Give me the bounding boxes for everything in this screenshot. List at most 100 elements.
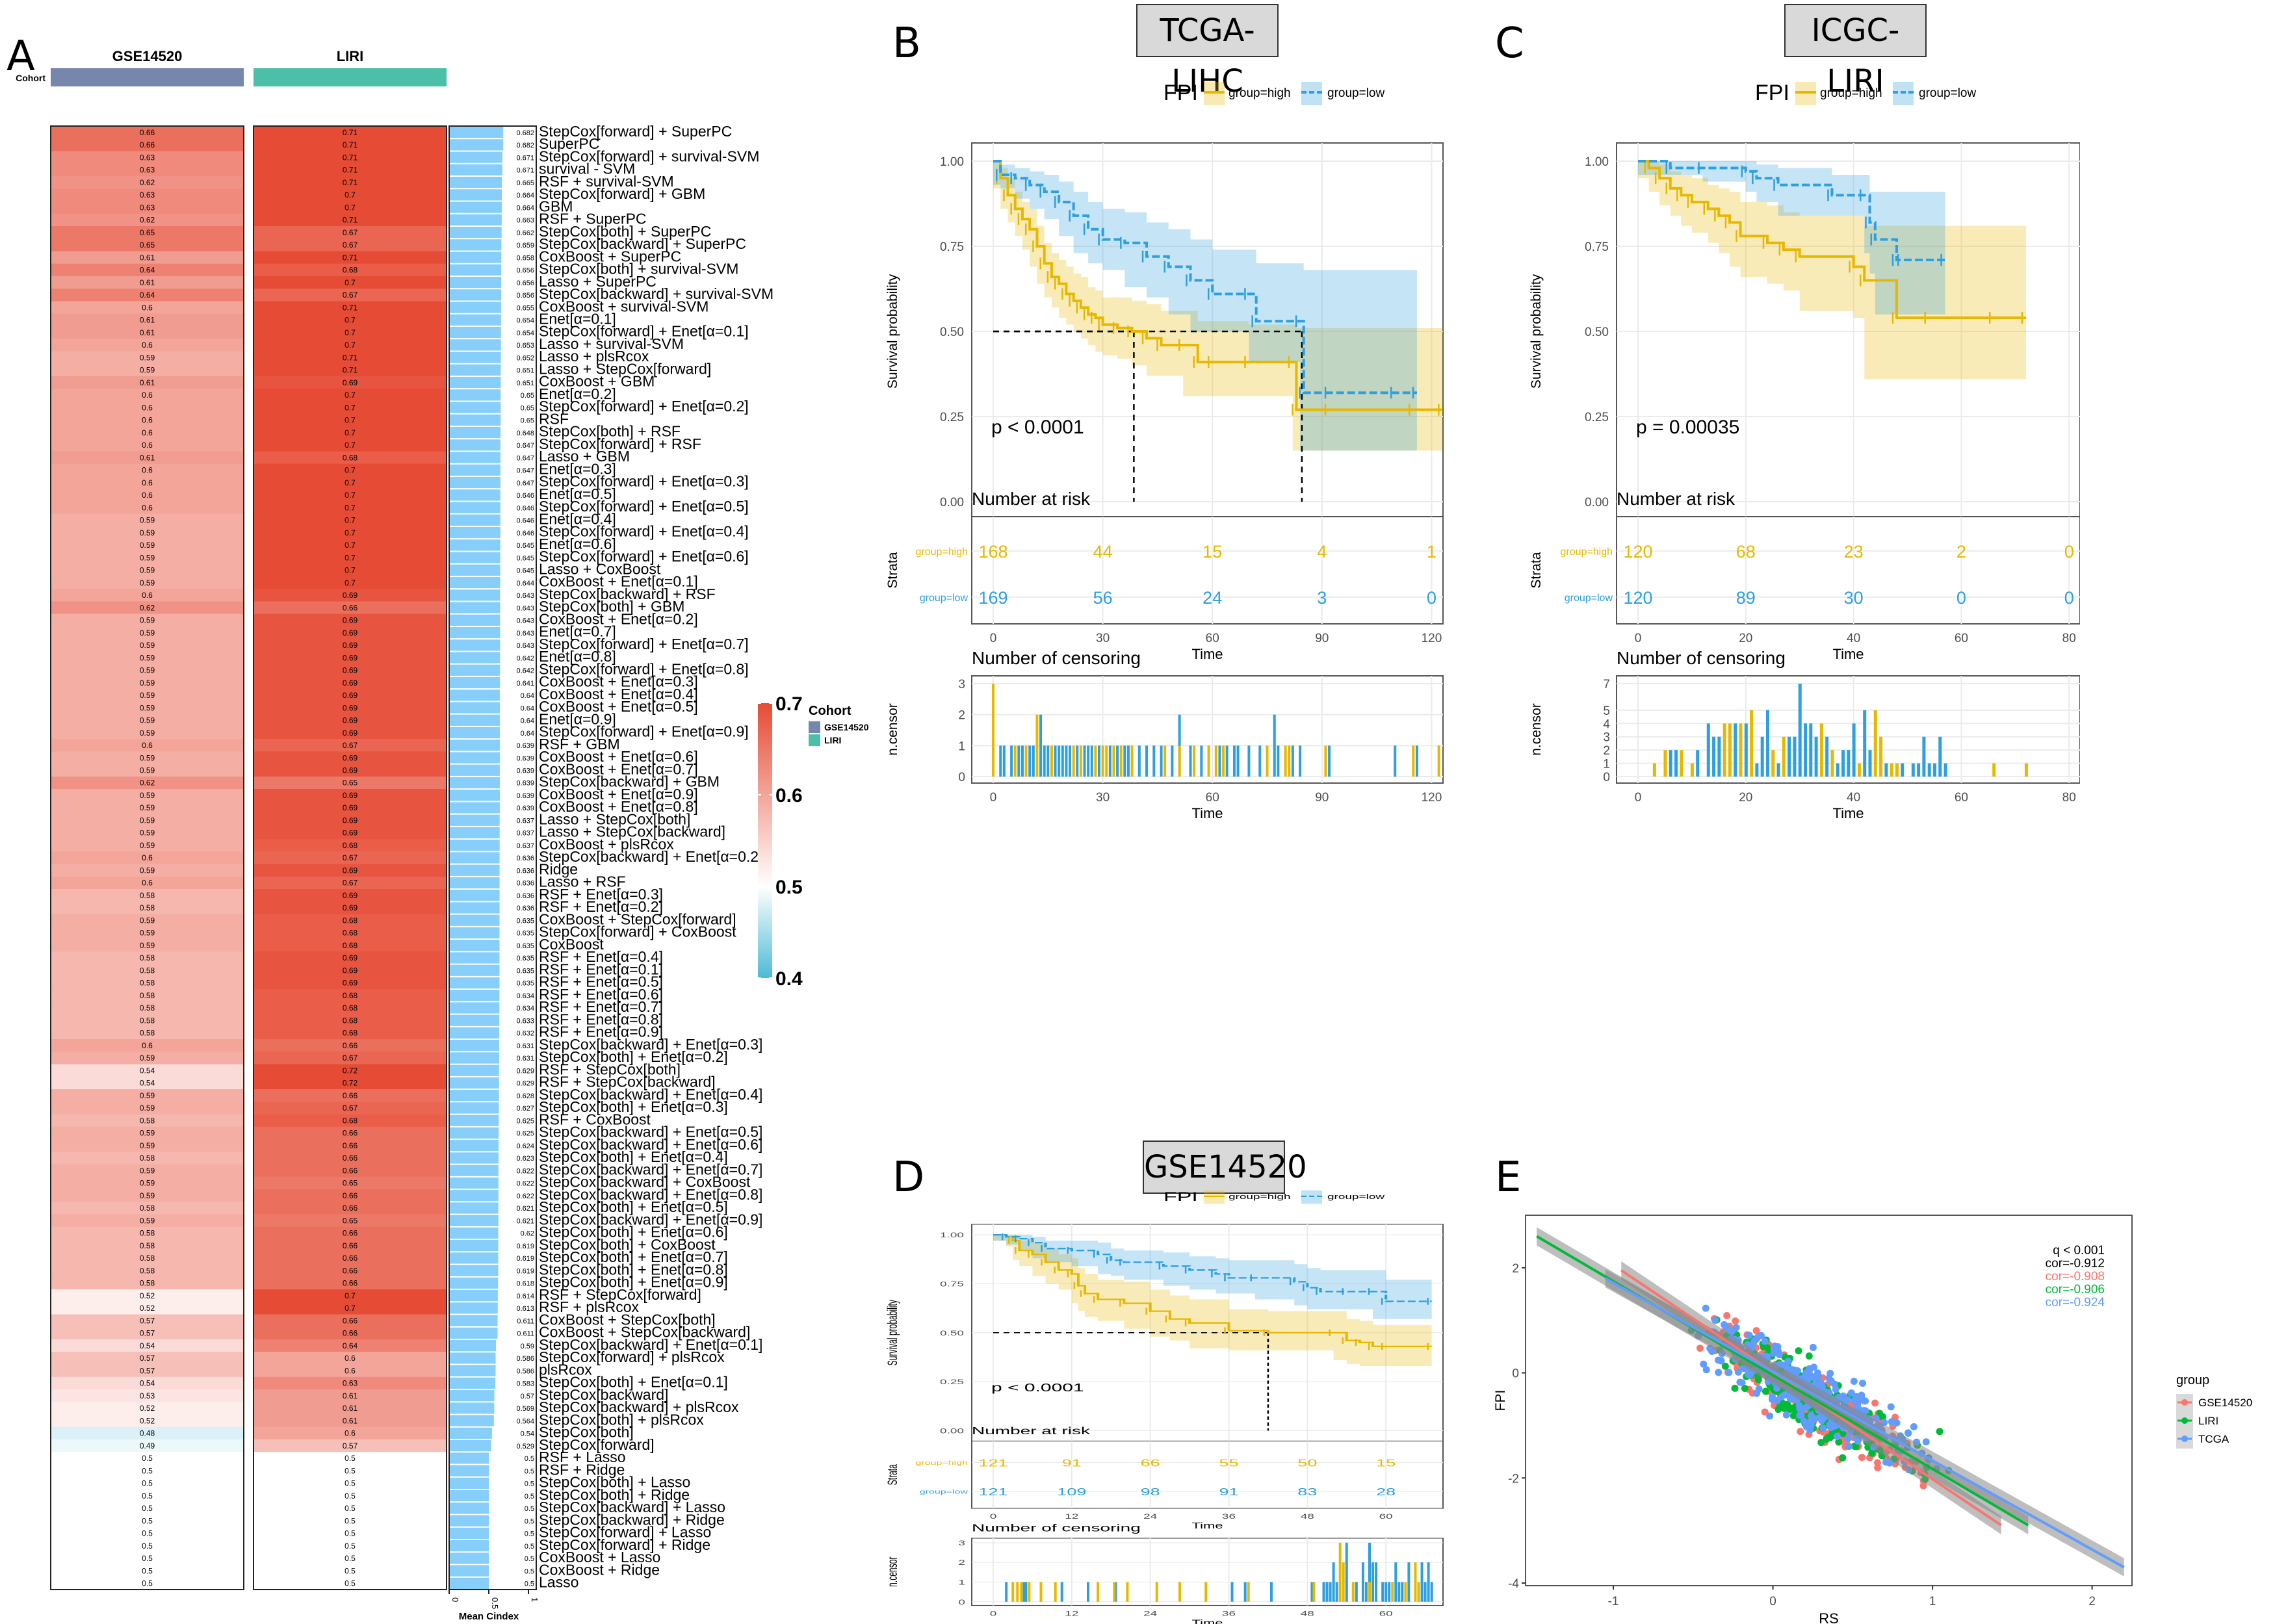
mean-cindex-bar [449, 690, 500, 701]
data-point-gse14520 [1696, 1345, 1704, 1352]
censor-bar-high [1178, 745, 1181, 777]
fit-line-tcga [1604, 1277, 2125, 1569]
model-name: RSF + Lasso [539, 1449, 626, 1465]
heatmap-cell [51, 463, 244, 477]
model-name: StepCox[backward] + survival-SVM [539, 285, 774, 302]
mean-cindex-value: 0.613 [516, 1305, 534, 1313]
mean-cindex-value: 0.619 [516, 1255, 534, 1263]
heatmap-cell-value: 0.59 [140, 941, 155, 950]
mean-cindex-value: 0.5 [525, 1567, 534, 1575]
heatmap-cell [254, 339, 447, 352]
censor-bar-high [1879, 736, 1883, 777]
censor-bar-high [1368, 1582, 1371, 1602]
data-point-tcga [1887, 1403, 1895, 1411]
censor-bar-low [1043, 745, 1046, 777]
model-name: StepCox[backward] + SuperPC [539, 235, 746, 252]
censor-bar-low [1010, 745, 1013, 777]
mean-cindex-value: 0.5 [525, 1530, 534, 1538]
heatmap-cell-value: 0.71 [343, 178, 358, 187]
data-point-liri [1731, 1384, 1739, 1392]
risk-count-low: 83 [1297, 1486, 1317, 1498]
heatmap-cell-value: 0.67 [343, 741, 358, 750]
model-name: CoxBoost + Lasso [539, 1549, 660, 1566]
heatmap-cell-value: 0.65 [343, 779, 358, 788]
heatmap-cell [51, 1376, 244, 1390]
censor-bar-low [1734, 723, 1737, 777]
mean-cindex-bar [449, 1140, 499, 1152]
legend-title: group [2176, 1373, 2209, 1387]
data-point-liri [1762, 1387, 1769, 1395]
mean-cindex-value: 0.658 [516, 254, 534, 262]
censor-bar-low [1076, 745, 1079, 777]
censor-bar-low [1236, 745, 1240, 777]
heatmap-cell [254, 263, 447, 277]
y-tick-label: 2 [958, 1559, 965, 1567]
heatmap-cell [254, 676, 447, 690]
mean-cindex-value: 0.647 [516, 442, 534, 450]
mean-cindex-bar [449, 602, 500, 613]
legend-swatch-low [1301, 1190, 1322, 1204]
heatmap-cell-value: 0.7 [344, 416, 356, 425]
data-point-gse14520 [1919, 1482, 1927, 1489]
censor-bar-low [1345, 1542, 1348, 1602]
heatmap-cell-value: 0.7 [344, 503, 356, 512]
panel-label-c: C [1495, 19, 1524, 68]
mean-cindex-bar [449, 1540, 489, 1552]
mean-cindex-bar [449, 589, 500, 601]
heatmap-cell [51, 1514, 244, 1528]
heatmap-cell [51, 576, 244, 589]
heatmap-cell [51, 1026, 244, 1040]
heatmap-cell-value: 0.5 [142, 1491, 153, 1501]
mean-cindex-bar [449, 727, 500, 739]
survival-curve-low [993, 160, 1417, 394]
mean-cindex-bar [449, 314, 501, 326]
y-tick-label: 7 [1603, 678, 1610, 691]
mean-cindex-bar [449, 840, 500, 851]
data-point-liri [1774, 1406, 1782, 1413]
heatmap-cell-value: 0.7 [344, 278, 356, 287]
heatmap-cell-value: 0.59 [140, 1129, 155, 1138]
data-point-tcga [1847, 1389, 1855, 1397]
risk-count-high: 91 [1062, 1457, 1082, 1469]
risk-count-high: 55 [1219, 1457, 1238, 1469]
heatmap-cell-value: 0.58 [140, 1154, 155, 1163]
mean-cindex-bar [449, 464, 500, 476]
heatmap-cell [254, 701, 447, 715]
mean-cindex-bar [449, 1302, 498, 1314]
heatmap-cell-value: 0.7 [344, 316, 356, 325]
mean-cindex-value: 0.564 [516, 1417, 534, 1425]
censor-bar-low [1060, 1582, 1063, 1602]
censor-bar-high [1101, 745, 1104, 777]
censor-bar-high [1094, 745, 1097, 777]
censor-bar-low [1407, 1562, 1410, 1602]
heatmap-cell-value: 0.68 [343, 1016, 358, 1025]
y-tick-label: 2 [958, 709, 965, 723]
heatmap-cell-value: 0.58 [140, 1003, 155, 1012]
censor-bar-high [1342, 1562, 1345, 1602]
x-tick-label: 30 [1096, 632, 1110, 645]
mean-cindex-bar [449, 127, 504, 138]
heatmap-cell-value: 0.6 [142, 591, 153, 600]
model-name: CoxBoost + SuperPC [539, 248, 681, 264]
data-point-liri [1839, 1454, 1847, 1462]
heatmap-cell [51, 776, 244, 790]
censor-bar-high [1324, 745, 1327, 777]
mean-cindex-bar [449, 264, 502, 276]
heatmap-cell [254, 1389, 447, 1402]
censor-bar-low [1674, 750, 1678, 777]
model-name: StepCox[both] [539, 1424, 634, 1441]
y-tick-label: 3 [1603, 731, 1610, 745]
heatmap-cell [51, 163, 244, 177]
x-tick-label: 60 [1955, 632, 1968, 645]
censor-bar-low [1087, 745, 1090, 777]
censor-bar-low [1225, 745, 1228, 777]
model-name: StepCox[forward] + Enet[α=0.5] [539, 498, 749, 515]
strata-label-low: group=low [1565, 593, 1613, 604]
heatmap-cell-value: 0.67 [343, 240, 358, 250]
model-name: StepCox[both] + Enet[α=0.4] [539, 1148, 728, 1165]
heatmap-cell-value: 0.72 [343, 1079, 358, 1088]
model-name: StepCox[backward] + Lasso [539, 1499, 725, 1515]
censor-bar-low [1335, 1582, 1338, 1602]
data-point-liri [1741, 1384, 1748, 1392]
model-name: Lasso + StepCox[both] [539, 810, 690, 827]
